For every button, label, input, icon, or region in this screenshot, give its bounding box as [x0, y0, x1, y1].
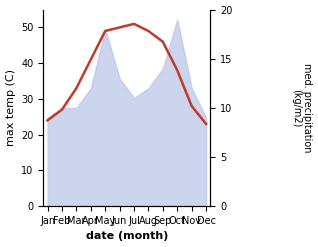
Y-axis label: max temp (C): max temp (C) — [5, 69, 16, 146]
X-axis label: date (month): date (month) — [86, 231, 168, 242]
Y-axis label: med. precipitation
(kg/m2): med. precipitation (kg/m2) — [291, 63, 313, 153]
